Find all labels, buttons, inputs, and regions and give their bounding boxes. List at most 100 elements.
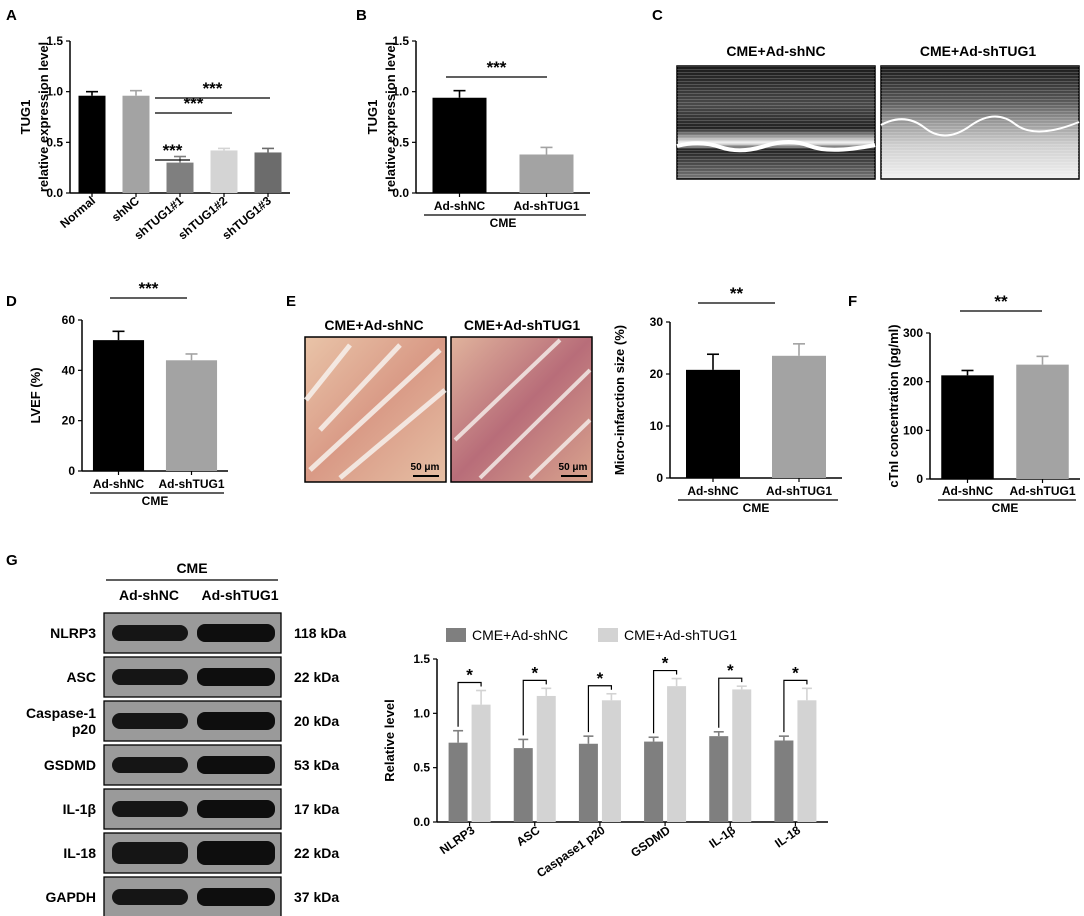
bar: [122, 95, 150, 193]
echo-texture-shnc: [677, 66, 875, 179]
bar: [254, 152, 282, 193]
blot-band: [112, 801, 188, 817]
scale-bar-label-shnc: 50 μm: [411, 462, 440, 473]
significance-mark: ***: [487, 58, 507, 77]
protein-label: IL-1β: [63, 801, 97, 817]
blot-band: [112, 842, 188, 864]
x-tick-label: ASC: [514, 823, 543, 849]
legend-label: CME+Ad-shTUG1: [624, 627, 737, 643]
significance-mark: ***: [184, 94, 204, 113]
x-tick-label: NLRP3: [437, 823, 478, 857]
bar: [471, 704, 491, 822]
y-tick-label: 1.0: [46, 85, 63, 99]
blot-band: [112, 669, 188, 685]
y-tick-label: 0.0: [392, 186, 409, 200]
molecular-weight-label: 53 kDa: [294, 757, 339, 773]
x-tick-label: shNC: [109, 193, 142, 224]
y-tick-label: 20: [62, 414, 76, 428]
y-tick-label: 100: [903, 423, 923, 437]
x-tick-label: Ad-shNC: [942, 484, 994, 498]
y-tick-label: 10: [650, 419, 664, 433]
western-blot: CME Ad-shNC Ad-shTUG1 NLRP3 118 kDa ASC 22 kDa…: [26, 560, 346, 916]
x-tick-label: Normal: [57, 194, 98, 231]
blot-band: [112, 889, 188, 905]
significance-bracket: [457, 681, 482, 727]
blot-band: [197, 668, 275, 686]
echo-title-shtug1: CME+Ad-shTUG1: [920, 43, 1037, 59]
y-tick-label: 1.0: [392, 85, 409, 99]
y-axis-label: Relative level: [382, 699, 397, 781]
molecular-weight-label: 20 kDa: [294, 713, 339, 729]
significance-mark: ***: [163, 141, 183, 160]
y-axis-label: TUG1: [18, 100, 33, 135]
histology-fibers-shnc: [304, 343, 447, 480]
group-label: CME: [490, 216, 517, 230]
significance-mark: **: [730, 284, 744, 303]
x-tick-label: shTUG1#3: [219, 193, 274, 242]
protein-label: Caspase-1: [26, 705, 96, 721]
x-tick-label: IL-18: [772, 823, 803, 851]
panel-label-d: D: [6, 293, 17, 310]
y-tick-label: 0: [68, 464, 75, 478]
bar: [78, 95, 106, 193]
y-tick-label: 0: [656, 471, 663, 485]
panel-label-f: F: [848, 293, 857, 310]
x-tick-label: Ad-shTUG1: [1010, 484, 1076, 498]
significance-mark: ***: [203, 79, 223, 98]
significance-mark: *: [531, 663, 538, 682]
blot-band: [197, 624, 275, 642]
lane-label: Ad-shNC: [119, 587, 179, 603]
significance-bracket: [718, 677, 743, 728]
blot-band: [112, 757, 188, 773]
significance-mark: *: [597, 669, 604, 688]
x-tick-label: Ad-shTUG1: [514, 199, 580, 213]
bar: [667, 686, 687, 822]
bar: [941, 375, 994, 479]
y-tick-label: 300: [903, 326, 923, 340]
blot-band: [197, 888, 275, 906]
histo-title-shnc: CME+Ad-shNC: [324, 317, 423, 333]
chart-g: 0.0 0.5 1.0 1.5 Relative level * NLRP3 * ASC * Cas…: [382, 627, 828, 880]
blot-band: [112, 625, 188, 641]
bar: [709, 736, 729, 822]
y-tick-label: 1.5: [413, 652, 430, 666]
chart-a: 0.0 0.5 1.0 1.5 TUG1 relative expression leve…: [18, 34, 290, 242]
y-tick-label: 1.5: [46, 34, 63, 48]
molecular-weight-label: 37 kDa: [294, 889, 339, 905]
chart-e: 0 10 20 30 Micro-infarction size (%) Ad-shNC A…: [612, 284, 842, 515]
x-tick-label: Ad-shNC: [687, 484, 739, 498]
group-label: CME: [142, 494, 169, 508]
x-tick-label: Ad-shTUG1: [766, 484, 832, 498]
group-label: CME: [743, 501, 770, 515]
bar: [432, 97, 487, 193]
protein-label: GAPDH: [45, 889, 96, 905]
y-tick-label: 1.5: [392, 34, 409, 48]
bar: [519, 154, 574, 193]
x-tick-label: Ad-shNC: [434, 199, 486, 213]
panel-label-b: B: [356, 7, 367, 24]
bar: [536, 695, 556, 822]
histology-fibers-shtug1: [453, 338, 592, 480]
y-axis-label: relative expression level: [383, 42, 398, 192]
y-axis-label: relative expression level: [36, 42, 51, 192]
x-tick-label: IL-1β: [706, 823, 738, 851]
molecular-weight-label: 17 kDa: [294, 801, 339, 817]
echo-title-shnc: CME+Ad-shNC: [726, 43, 825, 59]
bar: [92, 340, 145, 471]
blot-band: [197, 841, 275, 865]
y-tick-label: 20: [650, 367, 664, 381]
y-tick-label: 30: [650, 315, 664, 329]
molecular-weight-label: 22 kDa: [294, 845, 339, 861]
x-tick-label: GSDMD: [628, 823, 673, 860]
significance-mark: **: [994, 292, 1008, 311]
bar: [578, 743, 598, 822]
y-tick-label: 1.0: [413, 706, 430, 720]
x-tick-label: Ad-shTUG1: [159, 477, 225, 491]
significance-bracket: [522, 679, 547, 736]
chart-d: 0 20 40 60 LVEF (%) Ad-shNC Ad-shTUG1 *** CME: [28, 279, 228, 508]
legend-label: CME+Ad-shNC: [472, 627, 568, 643]
significance-mark: *: [792, 663, 799, 682]
y-axis-label: LVEF (%): [28, 367, 43, 423]
